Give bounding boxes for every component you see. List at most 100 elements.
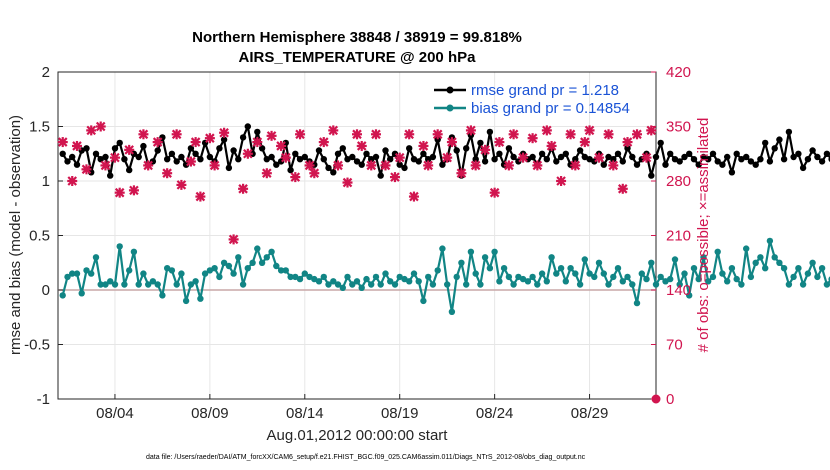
rmse-point: [766, 158, 774, 165]
bias-point: [743, 245, 750, 252]
rmse-point: [206, 153, 214, 161]
bias-point: [633, 299, 641, 307]
nobs-assimilated-marker: [185, 156, 196, 167]
nobs-assimilated-marker: [266, 130, 277, 141]
rmse-point: [771, 145, 778, 152]
bias-point: [505, 273, 513, 281]
rmse-point: [633, 161, 641, 168]
bias-point: [339, 284, 346, 291]
bias-point: [472, 270, 479, 277]
bias-point: [197, 295, 204, 302]
x-tick-label: 08/24: [476, 405, 514, 422]
rmse-point: [814, 153, 821, 161]
bias-point: [353, 278, 361, 285]
rmse-point: [538, 150, 546, 157]
rmse-point: [818, 158, 826, 165]
rmse-point: [197, 156, 204, 163]
nobs-assimilated-marker: [252, 137, 263, 148]
rmse-point: [799, 164, 807, 172]
rmse-point: [173, 158, 180, 165]
bias-point: [92, 254, 100, 261]
legend-bias-label: bias grand pr = 0.14854: [471, 100, 630, 117]
bias-point: [140, 270, 147, 277]
bias-point: [159, 292, 166, 299]
bias-point: [804, 270, 812, 277]
nobs-assimilated-marker: [480, 144, 491, 155]
bias-point: [477, 281, 484, 288]
bias-point: [572, 270, 579, 277]
bias-point: [368, 281, 375, 288]
chart-title-line2: AIRS_TEMPERATURE @ 200 hPa: [239, 49, 477, 66]
rmse-point: [320, 156, 327, 163]
bias-point: [135, 281, 142, 288]
bias-point: [557, 265, 565, 272]
nobs-assimilated-marker: [228, 234, 239, 245]
bias-point: [705, 278, 712, 285]
nobs-assimilated-marker: [309, 168, 320, 179]
rmse-point: [73, 161, 81, 168]
bias-point: [268, 248, 275, 255]
y2-tick-label: 140: [666, 282, 691, 299]
rmse-point: [477, 139, 484, 147]
legend-bias-marker: [446, 104, 454, 112]
chart-title-line1: Northern Hemisphere 38848 / 38919 = 99.8…: [192, 29, 522, 46]
bias-point: [83, 267, 90, 274]
rmse-point: [420, 150, 427, 157]
bias-point: [64, 273, 71, 281]
nobs-assimilated-marker: [304, 160, 315, 171]
nobs-assimilated-marker: [171, 129, 182, 140]
legend-rmse-marker: [446, 86, 454, 94]
bias-point: [225, 262, 233, 270]
rmse-point: [676, 158, 683, 165]
nobs-assimilated-marker: [617, 183, 628, 194]
nobs-assimilated-marker: [570, 160, 581, 171]
rmse-point: [780, 156, 788, 163]
rmse-point: [572, 156, 579, 163]
nobs-assimilated-marker: [333, 160, 344, 171]
bias-point: [277, 267, 285, 274]
nobs-assimilated-marker: [295, 129, 306, 140]
y2-tick-label: 0: [666, 391, 674, 408]
bias-point: [776, 259, 783, 266]
bias-point: [363, 275, 370, 283]
bias-point: [320, 273, 327, 281]
y-tick-label: 2: [42, 64, 50, 81]
rmse-point: [757, 156, 764, 163]
bias-point: [372, 273, 380, 281]
rmse-point: [244, 123, 251, 130]
nobs-assimilated-marker: [67, 176, 78, 186]
rmse-point: [439, 161, 446, 168]
bias-point: [548, 254, 555, 261]
rmse-point: [657, 139, 664, 147]
rmse-point: [254, 128, 261, 136]
bias-point: [823, 281, 830, 288]
nobs-assimilated-marker: [328, 125, 339, 136]
bias-point: [130, 248, 138, 255]
rmse-point: [481, 158, 489, 165]
rmse-point: [785, 128, 793, 136]
rmse-point: [401, 164, 408, 172]
rmse-point: [301, 153, 308, 161]
legend: rmse grand pr = 1.218 bias grand pr = 0.…: [434, 82, 630, 117]
bias-point: [648, 259, 655, 266]
bias-point: [168, 267, 176, 274]
nobs-assimilated-marker: [423, 160, 434, 171]
rmse-point: [719, 161, 726, 168]
rmse-point: [581, 153, 588, 161]
bias-point: [671, 256, 679, 263]
rmse-point: [334, 150, 342, 157]
bias-point: [581, 256, 588, 263]
rmse-point: [315, 147, 323, 154]
nobs-assimilated-marker: [71, 140, 82, 151]
bias-point: [258, 259, 266, 266]
bias-point: [420, 297, 427, 305]
bias-point: [429, 281, 437, 288]
nobs-assimilated-marker: [356, 140, 367, 151]
nobs-assimilated-marker: [389, 172, 400, 183]
nobs-assimilated-marker: [465, 125, 476, 136]
bias-point: [249, 259, 256, 266]
nobs-assimilated-marker: [280, 152, 291, 163]
bias-point: [439, 245, 446, 252]
bias-point: [500, 265, 508, 272]
nobs-assimilated-marker: [100, 160, 111, 171]
